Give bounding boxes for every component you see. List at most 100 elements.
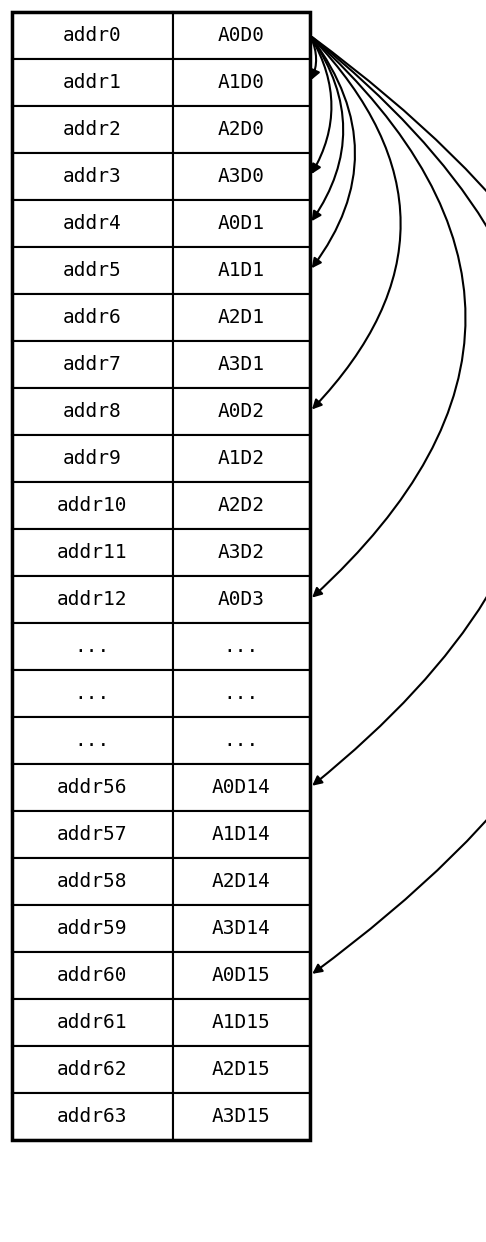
Bar [12,388,173,435]
Text: addr7: addr7 [63,355,122,374]
Bar [173,764,310,811]
Bar [173,999,310,1046]
Bar [12,342,173,388]
Bar [12,200,173,247]
FancyArrowPatch shape [312,37,343,220]
Bar [173,576,310,623]
FancyArrowPatch shape [312,37,400,407]
Text: addr60: addr60 [57,966,128,985]
Text: A2D1: A2D1 [218,308,265,327]
Text: addr63: addr63 [57,1107,128,1126]
Text: A3D14: A3D14 [212,919,271,938]
Bar [173,247,310,294]
Text: addr5: addr5 [63,261,122,279]
Text: A3D1: A3D1 [218,355,265,374]
Bar [12,717,173,764]
Bar [173,435,310,482]
Text: A0D0: A0D0 [218,26,265,45]
Bar [173,717,310,764]
Text: addr11: addr11 [57,543,128,561]
FancyArrowPatch shape [312,37,466,596]
Bar [173,623,310,669]
Bar [173,388,310,435]
FancyArrowPatch shape [312,37,486,784]
Bar [173,342,310,388]
Bar [173,153,310,200]
Text: addr57: addr57 [57,825,128,845]
Text: A2D15: A2D15 [212,1059,271,1079]
FancyArrowPatch shape [312,39,331,173]
Text: ...: ... [224,732,259,750]
FancyArrowPatch shape [312,37,486,972]
Text: addr8: addr8 [63,402,122,421]
Text: ...: ... [75,684,110,703]
Bar [12,12,310,1140]
Bar [12,294,173,342]
Text: A2D2: A2D2 [218,496,265,515]
Text: ...: ... [224,637,259,656]
Text: addr56: addr56 [57,777,128,797]
Bar [173,811,310,858]
Bar [12,247,173,294]
Bar [12,905,173,953]
Text: A1D14: A1D14 [212,825,271,845]
Text: A2D14: A2D14 [212,872,271,891]
Bar [12,60,173,106]
Text: addr59: addr59 [57,919,128,938]
Bar [12,482,173,529]
Text: addr12: addr12 [57,590,128,609]
Text: A1D2: A1D2 [218,450,265,468]
Bar [173,953,310,999]
Bar [12,435,173,482]
Text: addr62: addr62 [57,1059,128,1079]
Text: addr58: addr58 [57,872,128,891]
Text: addr6: addr6 [63,308,122,327]
Text: A0D3: A0D3 [218,590,265,609]
Bar [12,576,173,623]
Text: A0D15: A0D15 [212,966,271,985]
Bar [173,669,310,717]
Text: A3D2: A3D2 [218,543,265,561]
Bar [12,1093,173,1140]
Bar [173,12,310,60]
Text: addr10: addr10 [57,496,128,515]
Text: A2D0: A2D0 [218,120,265,139]
Text: addr61: addr61 [57,1013,128,1032]
Bar [173,1093,310,1140]
Text: A1D0: A1D0 [218,73,265,92]
Bar [12,1046,173,1093]
Text: ...: ... [75,732,110,750]
Bar [12,529,173,576]
Text: addr2: addr2 [63,120,122,139]
Text: addr4: addr4 [63,214,122,233]
Bar [173,106,310,153]
Bar [12,858,173,905]
Text: A3D15: A3D15 [212,1107,271,1126]
Bar [12,999,173,1046]
Bar [12,953,173,999]
Bar [173,200,310,247]
Text: addr3: addr3 [63,166,122,186]
Text: ...: ... [224,684,259,703]
Bar [173,905,310,953]
Text: A0D1: A0D1 [218,214,265,233]
Text: addr0: addr0 [63,26,122,45]
Bar [12,764,173,811]
Bar [173,858,310,905]
Text: A0D14: A0D14 [212,777,271,797]
Bar [12,106,173,153]
Bar [12,153,173,200]
Text: A1D1: A1D1 [218,261,265,279]
FancyArrowPatch shape [312,37,355,267]
Bar [173,529,310,576]
Bar [12,623,173,669]
Bar [12,669,173,717]
Bar [173,1046,310,1093]
Bar [173,482,310,529]
Text: addr1: addr1 [63,73,122,92]
Bar [12,12,173,60]
Text: A3D0: A3D0 [218,166,265,186]
Text: A0D2: A0D2 [218,402,265,421]
Bar [173,294,310,342]
Text: ...: ... [75,637,110,656]
